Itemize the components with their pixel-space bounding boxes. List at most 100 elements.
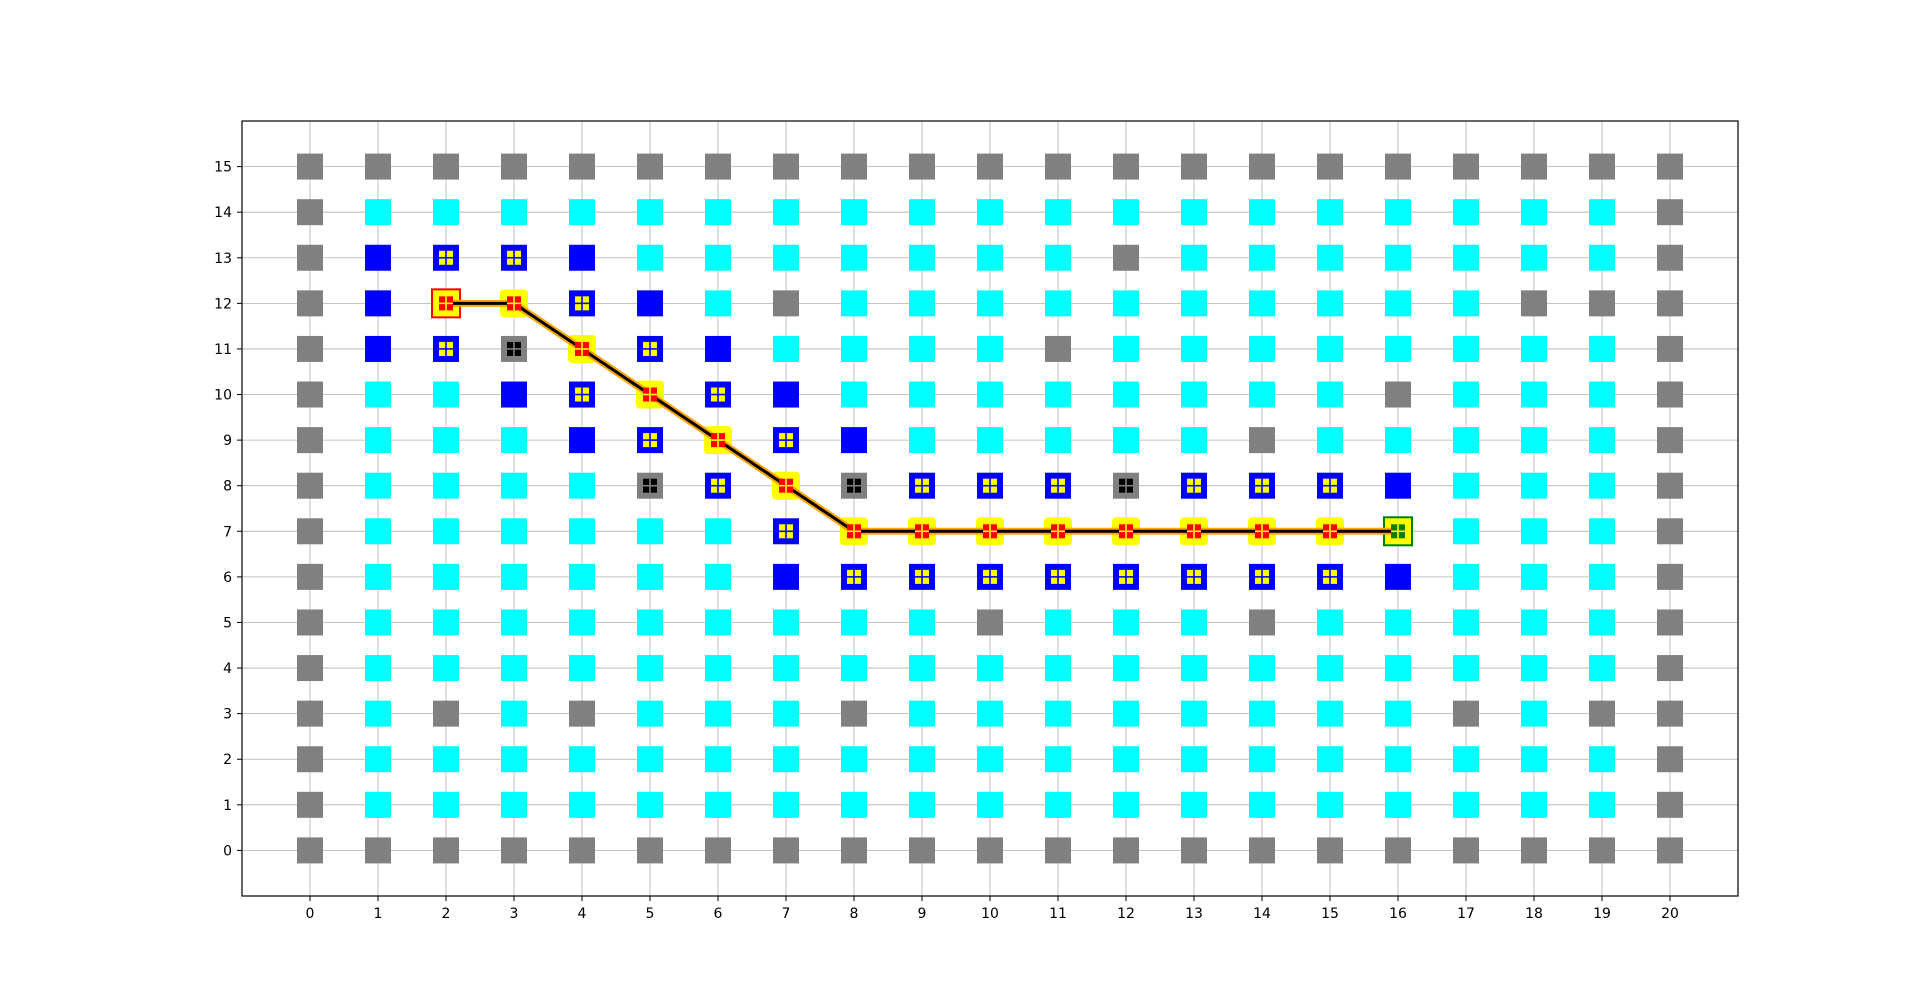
- frontier-marker: [847, 569, 861, 584]
- free-cell: [909, 335, 935, 362]
- free-cell: [1317, 244, 1343, 271]
- wall-cell: [1521, 837, 1547, 864]
- frontier-marker: [1187, 478, 1201, 493]
- free-cell: [1589, 199, 1615, 226]
- wall-cell: [1385, 837, 1411, 864]
- frontier-marker: [1255, 569, 1269, 584]
- free-cell: [433, 609, 459, 636]
- free-cell: [1521, 655, 1547, 682]
- free-cell: [1113, 655, 1139, 682]
- free-cell: [1589, 791, 1615, 818]
- free-cell: [569, 199, 595, 226]
- free-cell: [1453, 791, 1479, 818]
- free-cell: [1521, 244, 1547, 271]
- free-cell: [705, 290, 731, 317]
- frontier-marker: [643, 433, 657, 448]
- free-cell: [1453, 518, 1479, 545]
- free-cell: [1181, 290, 1207, 317]
- free-cell: [365, 199, 391, 226]
- free-cell: [705, 655, 731, 682]
- free-cell: [1385, 746, 1411, 773]
- y-tick-label: 4: [223, 661, 232, 677]
- wall-cell: [1589, 837, 1615, 864]
- x-tick-label: 10: [981, 906, 999, 922]
- free-cell: [1113, 700, 1139, 727]
- free-cell: [365, 791, 391, 818]
- free-cell: [501, 791, 527, 818]
- wall-cell: [1657, 609, 1683, 636]
- free-cell: [365, 655, 391, 682]
- wall-cell: [1249, 427, 1275, 454]
- explored-cell: [569, 427, 595, 454]
- free-cell: [705, 609, 731, 636]
- free-cell: [705, 746, 731, 773]
- free-cell: [1317, 381, 1343, 408]
- free-cell: [1317, 700, 1343, 727]
- free-cell: [909, 381, 935, 408]
- wall-cell: [1249, 837, 1275, 864]
- free-cell: [1521, 518, 1547, 545]
- free-cell: [569, 472, 595, 499]
- blocked-marker: [847, 478, 861, 493]
- free-cell: [1113, 746, 1139, 773]
- frontier-marker: [915, 478, 929, 493]
- free-cell: [1317, 427, 1343, 454]
- y-tick-label: 11: [214, 342, 232, 358]
- free-cell: [1249, 290, 1275, 317]
- wall-cell: [1317, 837, 1343, 864]
- free-cell: [1045, 791, 1071, 818]
- free-cell: [977, 791, 1003, 818]
- free-cell: [569, 609, 595, 636]
- free-cell: [569, 563, 595, 590]
- free-cell: [1045, 427, 1071, 454]
- free-cell: [637, 700, 663, 727]
- free-cell: [1453, 563, 1479, 590]
- free-cell: [365, 472, 391, 499]
- free-cell: [501, 700, 527, 727]
- free-cell: [501, 563, 527, 590]
- wall-cell: [1521, 290, 1547, 317]
- free-cell: [501, 472, 527, 499]
- free-cell: [1181, 244, 1207, 271]
- wall-cell: [1317, 153, 1343, 180]
- frontier-marker: [575, 296, 589, 311]
- wall-cell: [297, 472, 323, 499]
- cell-markers: [297, 153, 1683, 864]
- x-tick-label: 13: [1185, 906, 1203, 922]
- free-cell: [1385, 290, 1411, 317]
- free-cell: [909, 609, 935, 636]
- free-cell: [1317, 335, 1343, 362]
- free-cell: [501, 518, 527, 545]
- free-cell: [1589, 609, 1615, 636]
- free-cell: [1521, 199, 1547, 226]
- free-cell: [977, 199, 1003, 226]
- free-cell: [1589, 335, 1615, 362]
- free-cell: [433, 655, 459, 682]
- start-marker: [439, 296, 453, 311]
- explored-cell: [705, 335, 731, 362]
- free-cell: [1249, 791, 1275, 818]
- free-cell: [1113, 791, 1139, 818]
- wall-cell: [773, 153, 799, 180]
- free-cell: [773, 199, 799, 226]
- frontier-marker: [575, 387, 589, 402]
- y-tick-label: 13: [214, 251, 232, 267]
- wall-cell: [297, 609, 323, 636]
- free-cell: [773, 791, 799, 818]
- path-marker: [1187, 524, 1201, 539]
- wall-cell: [977, 153, 1003, 180]
- free-cell: [1589, 563, 1615, 590]
- wall-cell: [1589, 290, 1615, 317]
- free-cell: [773, 655, 799, 682]
- free-cell: [637, 609, 663, 636]
- free-cell: [433, 427, 459, 454]
- free-cell: [1453, 199, 1479, 226]
- free-cell: [433, 199, 459, 226]
- free-cell: [1249, 381, 1275, 408]
- x-tick-label: 1: [374, 906, 383, 922]
- free-cell: [637, 746, 663, 773]
- x-tick-label: 8: [850, 906, 859, 922]
- free-cell: [1045, 746, 1071, 773]
- free-cell: [909, 244, 935, 271]
- free-cell: [1589, 472, 1615, 499]
